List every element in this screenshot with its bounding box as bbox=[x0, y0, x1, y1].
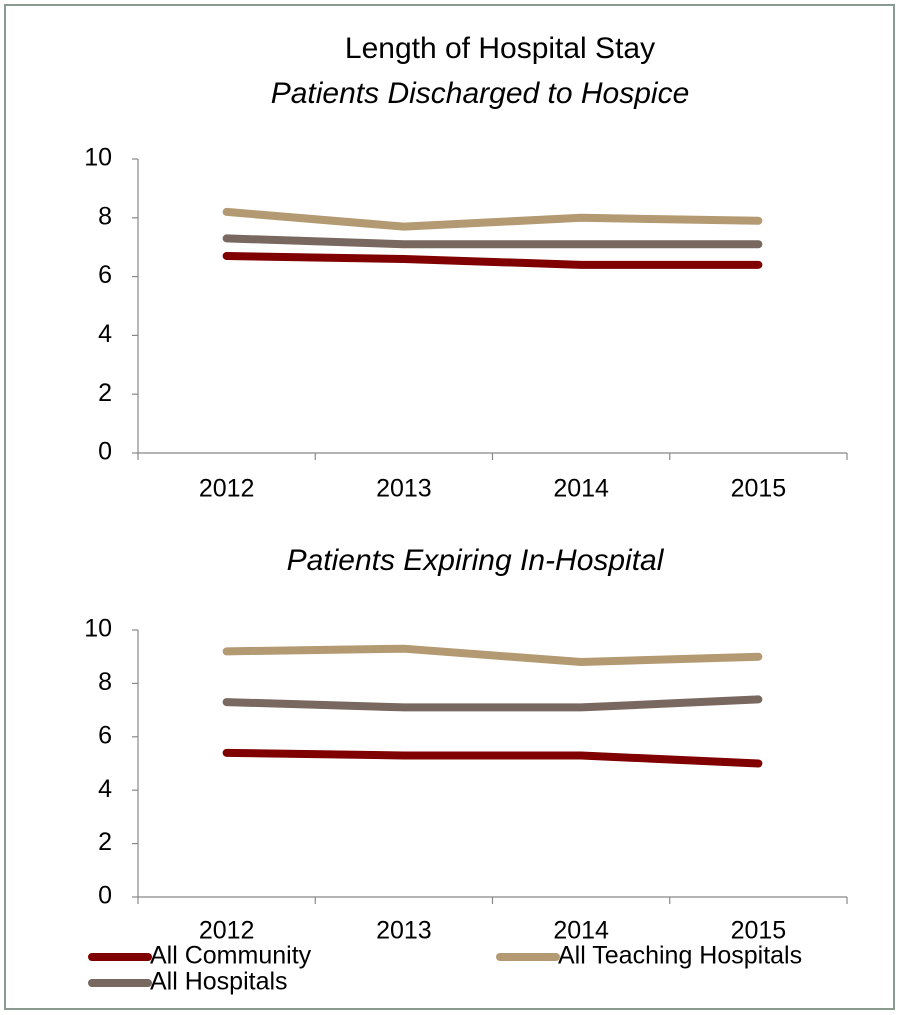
y-tick-label: 8 bbox=[98, 202, 112, 230]
frame bbox=[4, 4, 895, 1010]
line-series bbox=[222, 207, 763, 231]
line-series bbox=[222, 644, 763, 667]
y-tick-label: 6 bbox=[98, 721, 112, 749]
y-tick-label: 10 bbox=[84, 144, 112, 172]
x-tick-label: 2015 bbox=[731, 917, 787, 945]
line-series bbox=[222, 695, 763, 712]
y-tick-label: 2 bbox=[98, 828, 112, 856]
x-tick-label: 2014 bbox=[553, 917, 609, 945]
x-tick-label: 2012 bbox=[199, 475, 255, 503]
x-tick-label: 2015 bbox=[731, 475, 787, 503]
line-series bbox=[222, 234, 763, 249]
line-series bbox=[222, 252, 763, 269]
legend-label: All Hospitals bbox=[150, 968, 288, 996]
chart-subtitle: Patients Discharged to Hospice bbox=[271, 77, 690, 110]
y-tick-label: 4 bbox=[98, 775, 112, 803]
x-tick-label: 2013 bbox=[376, 917, 432, 945]
chart-title: Length of Hospital Stay bbox=[345, 32, 655, 65]
x-tick-label: 2013 bbox=[376, 475, 432, 503]
chart-title: Patients Expiring In-Hospital bbox=[287, 544, 665, 577]
y-tick-label: 2 bbox=[98, 379, 112, 407]
x-tick-label: 2014 bbox=[553, 475, 609, 503]
y-tick-label: 10 bbox=[84, 615, 112, 643]
x-tick-label: 2012 bbox=[199, 917, 255, 945]
legend-label: All Community bbox=[150, 942, 312, 970]
y-tick-label: 6 bbox=[98, 261, 112, 289]
line-series bbox=[222, 748, 763, 768]
legend-label: All Teaching Hospitals bbox=[558, 942, 802, 970]
y-tick-label: 4 bbox=[98, 320, 112, 348]
y-tick-label: 0 bbox=[98, 882, 112, 910]
y-tick-label: 8 bbox=[98, 668, 112, 696]
y-tick-label: 0 bbox=[98, 438, 112, 466]
